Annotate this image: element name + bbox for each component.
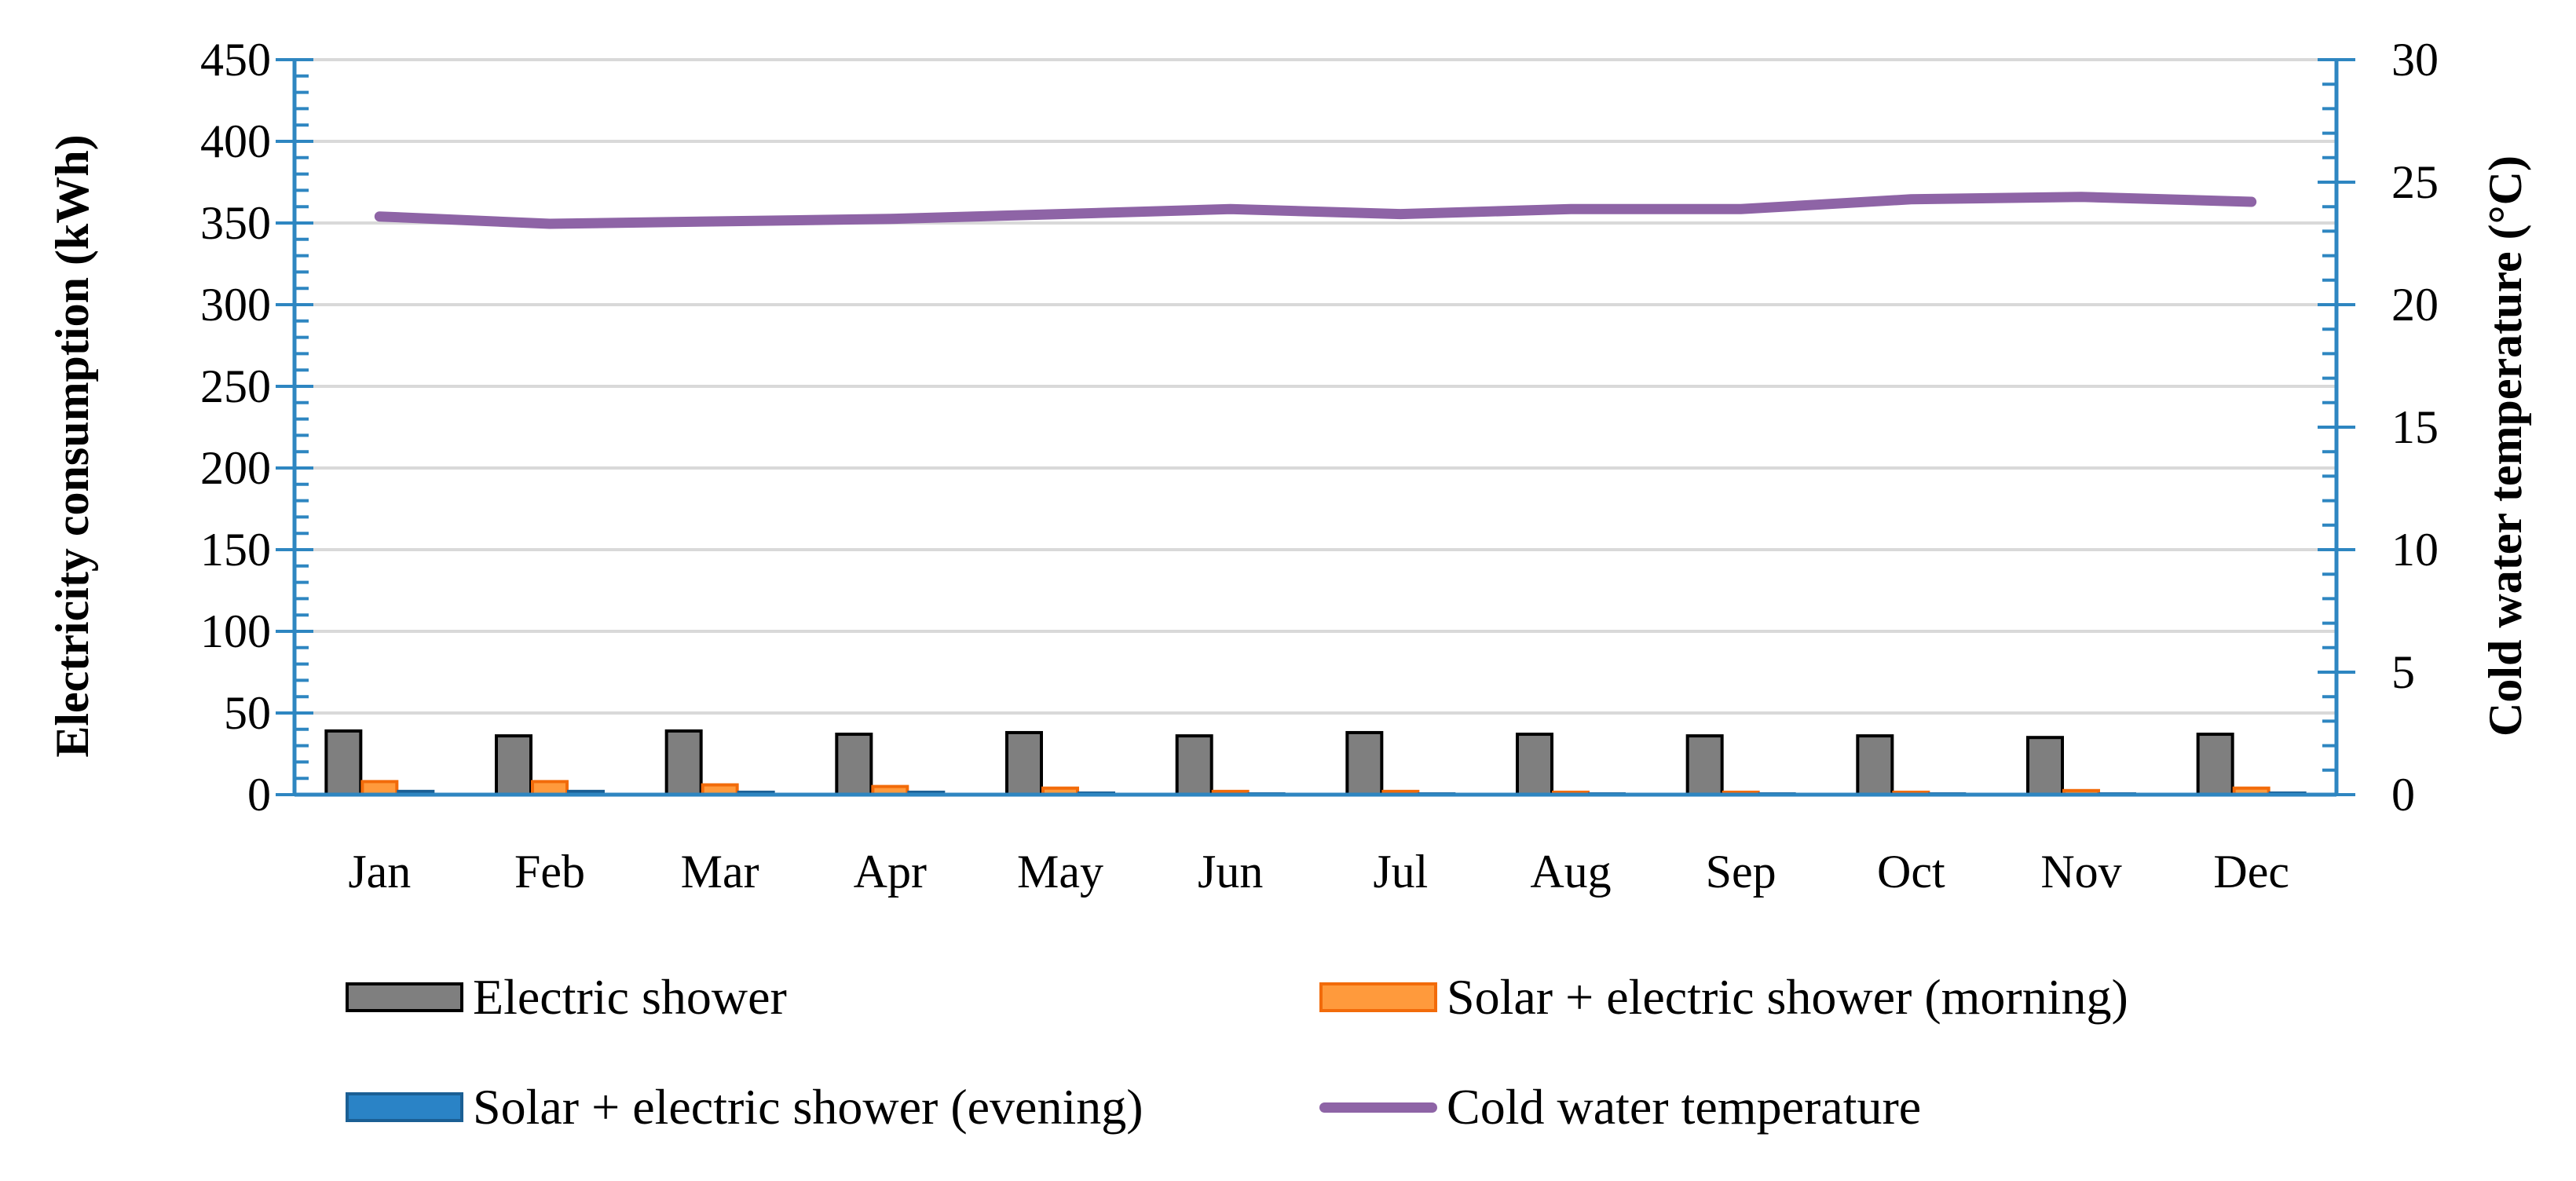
tick-labels: 0 50 100 150 200 250 300 350 400 450 0 5 10 15 20 25 30 J…: [200, 34, 2439, 898]
bar-electric-shower-mar: [664, 729, 703, 797]
x-tick-label: Feb: [514, 846, 585, 898]
legend-label: Cold water temperature: [1447, 1079, 1922, 1135]
bar-electric-shower-dec: [2196, 733, 2234, 796]
x-tick-label: Mar: [681, 846, 759, 898]
legend-item-electric-shower: Electric shower: [346, 966, 787, 1029]
y-left-tick-label: 250: [200, 360, 271, 412]
legend-item-solar-morning: Solar + electric shower (morning): [1319, 966, 2128, 1029]
axes: [276, 58, 2355, 797]
bar-electric-shower-sep: [1685, 734, 1724, 796]
y-left-tick-label: 50: [224, 687, 271, 739]
bar-electric-shower-feb: [495, 734, 532, 796]
legend-swatch-solar-morning: [1319, 982, 1437, 1012]
legend-label: Solar + electric shower (evening): [473, 1079, 1143, 1135]
bar-electric-shower-nov: [2026, 736, 2064, 797]
y-left-tick-label: 400: [200, 115, 271, 167]
x-tick-label: Aug: [1530, 846, 1611, 898]
x-tick-label: Jun: [1198, 846, 1263, 898]
y-axis-left-title: Electricity consumption (kWh): [46, 134, 98, 757]
x-tick-label: Apr: [854, 846, 927, 898]
y-right-tick-label: 15: [2391, 401, 2439, 453]
bar-electric-shower-jun: [1175, 734, 1213, 796]
y-left-tick-label: 0: [247, 769, 271, 821]
y-right-tick-label: 25: [2391, 156, 2439, 208]
legend-swatch-solar-evening: [346, 1092, 463, 1122]
bar-electric-shower-apr: [835, 733, 873, 796]
legend-item-cold-water-temperature: Cold water temperature: [1319, 1076, 1921, 1139]
y-right-tick-label: 30: [2391, 34, 2439, 86]
x-tick-label: Sep: [1706, 846, 1776, 898]
x-tick-label: Oct: [1877, 846, 1945, 898]
legend-swatch-electric-shower: [346, 982, 463, 1012]
bar-electric-shower-jul: [1345, 730, 1384, 797]
legend: Electric shower Solar + electric shower …: [338, 966, 2380, 1154]
legend-line-cold-water-temperature: [1319, 1102, 1437, 1113]
y-left-tick-label: 300: [200, 279, 271, 331]
x-tick-label: Nov: [2040, 846, 2121, 898]
legend-item-solar-evening: Solar + electric shower (evening): [346, 1076, 1143, 1139]
temperature-line: [374, 192, 2257, 229]
gridlines: [295, 58, 2336, 715]
y-left-tick-label: 200: [200, 442, 271, 494]
y-left-tick-label: 100: [200, 605, 271, 657]
x-tick-label: Dec: [2213, 846, 2289, 898]
x-tick-label: Jan: [348, 846, 411, 898]
y-right-tick-label: 10: [2391, 524, 2439, 576]
y-left-tick-label: 150: [200, 524, 271, 576]
y-left-tick-label: 450: [200, 34, 271, 86]
bar-electric-shower-may: [1005, 730, 1043, 797]
legend-label: Solar + electric shower (morning): [1447, 969, 2128, 1025]
bar-electric-shower-aug: [1516, 733, 1553, 796]
legend-label: Electric shower: [473, 969, 787, 1025]
y-right-tick-label: 5: [2391, 646, 2415, 698]
y-axis-right-title: Cold water temperature (°C): [2479, 155, 2531, 737]
y-right-tick-label: 0: [2391, 769, 2415, 821]
bars: [324, 729, 2307, 797]
line-cold-water-temperature: [374, 192, 2257, 229]
y-left-tick-label: 350: [200, 197, 271, 249]
bar-electric-shower-jan: [324, 729, 363, 797]
y-right-tick-label: 20: [2391, 279, 2439, 331]
bar-electric-shower-oct: [1856, 734, 1894, 796]
x-tick-label: May: [1017, 846, 1103, 898]
x-tick-label: Jul: [1373, 846, 1428, 898]
